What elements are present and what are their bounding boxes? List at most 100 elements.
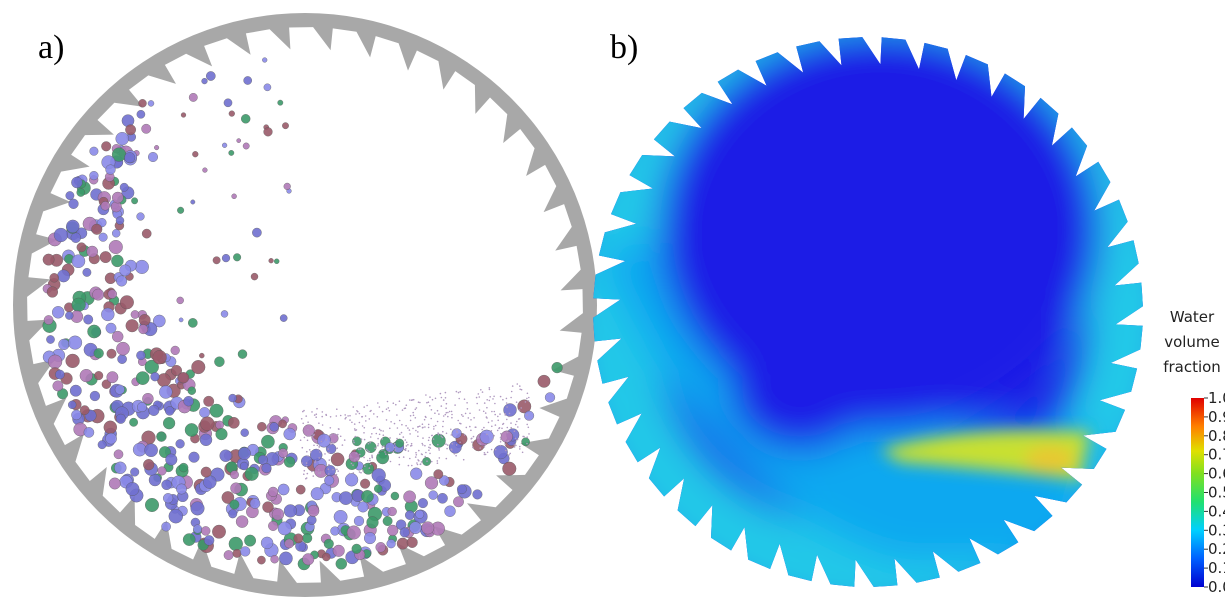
particle (285, 539, 294, 548)
particle (189, 93, 197, 101)
fine-particle (417, 431, 419, 433)
particle (72, 298, 86, 312)
fine-particle (510, 422, 512, 424)
particle (171, 346, 180, 355)
panel-label: b) (610, 29, 638, 66)
particle (224, 550, 233, 559)
particle (120, 296, 134, 310)
fine-particle (322, 424, 324, 426)
fine-particle (516, 401, 518, 403)
fine-particle (465, 413, 467, 415)
fine-particle (486, 416, 488, 418)
fine-particle (306, 451, 308, 453)
fine-particle (393, 402, 395, 404)
fine-particle (309, 435, 311, 437)
particle (92, 224, 103, 235)
fine-particle (316, 408, 318, 410)
colorbar-scale (1191, 398, 1204, 587)
fine-particle (506, 406, 508, 408)
fine-particle (354, 459, 356, 461)
particle (233, 253, 241, 261)
fine-particle (363, 406, 365, 408)
fine-particle (446, 448, 448, 450)
particle (200, 434, 212, 446)
fine-particle (486, 434, 488, 436)
particle (244, 535, 255, 546)
fine-particle (467, 408, 469, 410)
particle (397, 538, 408, 549)
fine-particle (470, 419, 472, 421)
particle (407, 537, 418, 548)
particle (80, 406, 89, 415)
fine-particle (330, 416, 332, 418)
colorbar-title: fraction (1163, 358, 1221, 376)
particle (148, 152, 158, 162)
fine-particle (304, 470, 306, 472)
colorbar-tick-label: 0.9 (1208, 408, 1225, 426)
particle (243, 143, 249, 149)
fine-particle (422, 444, 424, 446)
fine-particle (523, 436, 525, 438)
particle (278, 100, 283, 105)
fine-particle (417, 459, 419, 461)
colorbar-tick-label: 0.1 (1208, 559, 1225, 577)
particle (177, 297, 184, 304)
particle (251, 273, 258, 280)
fine-particle (499, 413, 501, 415)
particle (203, 168, 208, 173)
fine-particle (353, 472, 355, 474)
fine-particle (437, 432, 439, 434)
fine-particle (405, 425, 407, 427)
fine-particle (405, 450, 407, 452)
particle (120, 183, 128, 191)
particle (94, 348, 104, 358)
fine-particle (366, 449, 368, 451)
fine-particle (371, 455, 373, 457)
particle (68, 401, 76, 409)
fine-particle (516, 421, 518, 423)
particle (47, 287, 58, 298)
fine-particle (405, 407, 407, 409)
particle (100, 251, 111, 262)
fine-particle (484, 446, 486, 448)
fine-particle (502, 424, 504, 426)
fine-particle (379, 406, 381, 408)
fine-particle (422, 437, 424, 439)
colorbar-title: volume (1164, 333, 1220, 351)
particle (107, 349, 116, 358)
panel-label: a) (38, 29, 64, 66)
fine-particle (508, 440, 510, 442)
fine-particle (495, 424, 497, 426)
particle (364, 532, 376, 544)
particle (264, 127, 273, 136)
particle (210, 404, 223, 417)
fine-particle (451, 414, 453, 416)
particle (68, 336, 82, 350)
fine-particle (491, 440, 493, 442)
fine-particle (411, 465, 413, 467)
particle (294, 534, 303, 543)
particle (303, 425, 315, 437)
fine-particle (354, 430, 356, 432)
fine-particle (517, 439, 519, 441)
particle (238, 447, 250, 459)
fine-particle (307, 421, 309, 423)
fine-particle (526, 436, 528, 438)
fine-particle (328, 468, 330, 470)
fine-particle (420, 464, 422, 466)
particle (383, 516, 392, 525)
fine-particle (497, 420, 499, 422)
fine-particle (428, 440, 430, 442)
particle (524, 411, 534, 421)
particle (354, 516, 364, 526)
particle (87, 246, 98, 257)
fine-particle (369, 442, 371, 444)
fine-particle (342, 444, 344, 446)
particle (503, 462, 517, 476)
fine-particle (486, 407, 488, 409)
fine-particle (526, 443, 528, 445)
fine-particle (338, 428, 340, 430)
particle (185, 423, 198, 436)
fine-particle (507, 432, 509, 434)
fine-particle (383, 434, 385, 436)
